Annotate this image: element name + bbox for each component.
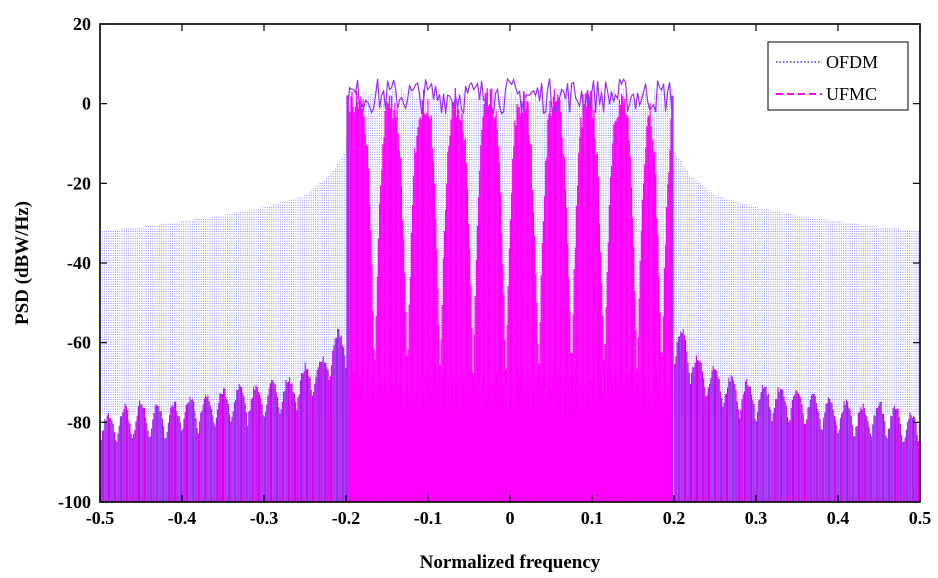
y-tick-label: -80 [67,412,91,432]
y-tick-label: 0 [82,94,91,114]
legend-label-ufmc: UFMC [826,84,877,104]
x-tick-label: -0.1 [414,508,443,528]
x-tick-label: -0.5 [86,508,115,528]
series-ufmc-sidelobes [100,328,920,502]
x-tick-label: -0.3 [250,508,279,528]
legend-label-ofdm: OFDM [826,52,878,72]
legend: OFDM UFMC [767,41,909,111]
y-tick-label: -60 [67,333,91,353]
y-axis-label: PSD (dBW/Hz) [12,201,33,325]
y-tick-label: -100 [58,492,91,512]
series-ufmc-area [346,77,674,502]
x-tick-label: -0.2 [332,508,361,528]
x-tick-label: 0.4 [827,508,850,528]
x-tick-label: 0.1 [581,508,604,528]
x-tick-label: -0.4 [168,508,197,528]
x-axis-label: Normalized frequency [420,552,601,573]
x-tick-label: 0.2 [663,508,686,528]
y-tick-label: -40 [67,253,91,273]
y-tick-label: -20 [67,173,91,193]
x-tick-label: 0.5 [909,508,932,528]
axis-ticks: -0.5 -0.4 -0.3 -0.2 -0.1 0 0.1 0.2 0.3 0.4 0.5 20 0 -… [58,14,931,528]
x-tick-label: 0 [506,508,515,528]
plot-area [100,77,920,502]
y-tick-label: 20 [73,14,91,34]
x-tick-label: 0.3 [745,508,768,528]
legend-box [767,41,909,111]
